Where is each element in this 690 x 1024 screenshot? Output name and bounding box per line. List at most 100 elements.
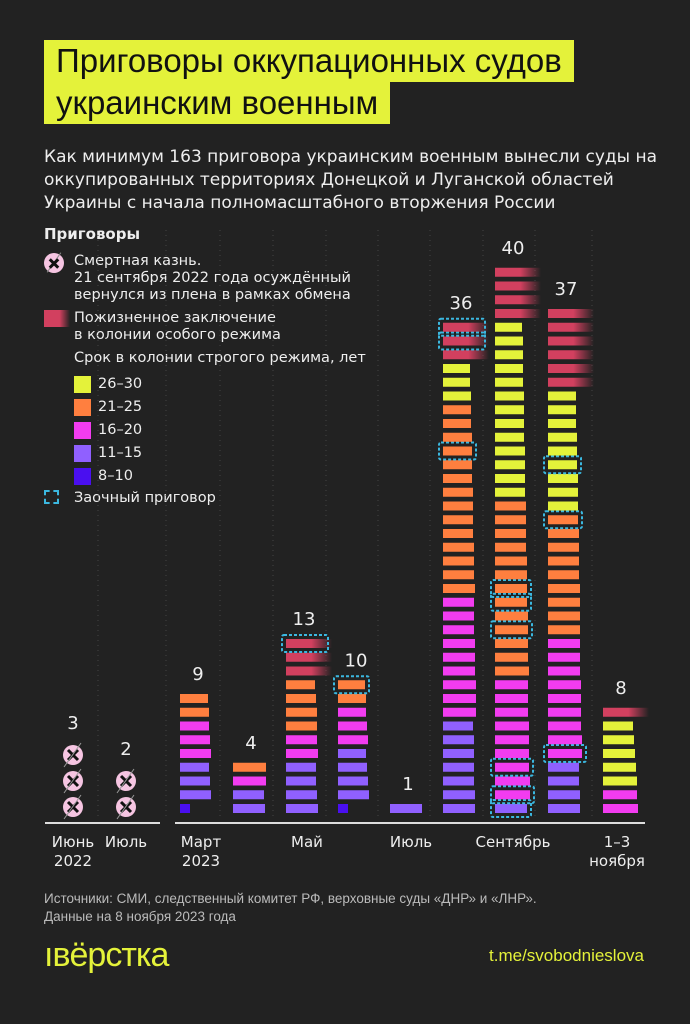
sentence-bar-o (548, 515, 578, 525)
legend-term-p: 16–20 (74, 421, 366, 439)
sentence-bar-p (495, 680, 528, 690)
sentence-bar-y (495, 432, 524, 442)
sentence-bar-y (443, 391, 471, 401)
absentia-marker (490, 757, 534, 777)
sentence-bar-l (548, 336, 594, 346)
sentence-bar-v (338, 762, 367, 772)
legend: Приговоры Смертная казнь. 21 сентября 20… (44, 226, 366, 515)
sources-text: Источники: СМИ, следственный комитет РФ,… (44, 891, 537, 906)
sentence-bar-p (286, 735, 317, 745)
death-penalty-icon (44, 252, 64, 273)
sentence-bar-p (180, 735, 210, 745)
sentence-bar-v (180, 790, 211, 800)
sentence-bar-o (338, 694, 366, 703)
sentence-bar-l (495, 295, 541, 305)
sentence-bar-p (233, 776, 266, 786)
sentence-bar-o (180, 694, 208, 703)
sentence-bar-o (495, 515, 526, 525)
sentence-bar-o (495, 584, 527, 593)
title-line-2: украинским военным (44, 82, 391, 124)
sentence-bar-o (286, 721, 317, 731)
sentence-bar-y (495, 405, 524, 415)
sentence-bar-p (548, 639, 580, 648)
term-swatch (74, 444, 91, 462)
sentence-bar-v (443, 804, 475, 813)
legend-term-scale: 26–30 21–25 16–20 11–15 8–10 (74, 375, 366, 485)
sentence-bar-v (338, 790, 369, 800)
x-axis-label: Май (291, 833, 323, 851)
sentence-bar-o (286, 707, 317, 717)
sentence-bar-p (548, 749, 582, 758)
legend-term-heading: Срок в колонии строгого режима, лет (74, 350, 366, 366)
sentence-bar-o (548, 570, 579, 580)
absentia-marker (490, 620, 533, 640)
sentence-bar-v (390, 804, 422, 813)
sentence-bar-l (443, 336, 489, 346)
page-title: Приговоры оккупационных судов украинским… (44, 40, 574, 124)
sentence-bar-v (443, 749, 474, 758)
sentence-bar-v (443, 776, 474, 786)
sentence-bar-o (443, 474, 472, 483)
death-strike (63, 794, 82, 820)
x-axis-label: Июнь 2022 (51, 833, 95, 870)
sentence-bar-y (603, 749, 635, 758)
sentence-bar-o (443, 556, 474, 566)
sentence-bar-l (548, 350, 594, 360)
absentia-marker (438, 441, 477, 461)
sentence-bar-y (495, 377, 523, 387)
sentence-bar-y (495, 474, 525, 483)
column-total: 4 (245, 733, 256, 754)
sentence-bar-v (338, 749, 366, 758)
sentence-bar-v (286, 804, 318, 813)
sentence-bar-y (443, 364, 470, 373)
sentence-bar-v (443, 721, 473, 731)
sentence-bar-y (603, 776, 637, 786)
x-axis-label: Июль (389, 833, 433, 851)
sentence-bar-p (443, 680, 476, 690)
sentence-bar-y (548, 446, 577, 456)
legend-absentia: Заочный приговор (44, 490, 366, 509)
legend-life: Пожизненное заключение в колонии особого… (44, 310, 366, 344)
sentence-bar-y (495, 460, 525, 470)
sentence-bar-p (443, 639, 475, 648)
sentence-bar-o (495, 611, 528, 621)
absentia-marker (281, 634, 329, 653)
sentence-bar-o (548, 611, 580, 621)
sentence-bar-l (548, 377, 594, 387)
title-line-1: Приговоры оккупационных судов (44, 40, 574, 82)
term-label: 21–25 (98, 398, 143, 415)
sentence-bar-l (548, 364, 594, 373)
sentence-bar-v (180, 762, 209, 772)
term-label: 16–20 (98, 421, 143, 438)
sentence-bar-o (443, 419, 471, 428)
absentia-swatch (44, 490, 59, 504)
sentence-bar-y (603, 762, 636, 772)
sentence-bar-p (443, 625, 474, 635)
absentia-marker (490, 579, 532, 598)
absentia-marker (438, 331, 486, 351)
sentence-bar-p (338, 735, 368, 745)
telegram-link[interactable]: t.me/svobodnieslova (489, 946, 644, 965)
sentence-bar-o (548, 584, 580, 593)
column-total: 1 (402, 774, 413, 795)
sentence-bar-p (443, 666, 475, 676)
sentence-bar-p (548, 735, 582, 745)
term-swatch (74, 467, 91, 485)
sentence-bar-o (548, 542, 579, 552)
sentence-bar-l (548, 322, 594, 332)
legend-death-label: Смертная казнь. 21 сентября 2022 года ос… (74, 253, 351, 303)
sentence-bar-o (548, 556, 579, 566)
sentence-bar-l (495, 267, 541, 277)
sentence-bar-o (338, 680, 365, 690)
sentence-bar-p (548, 694, 581, 703)
sentence-bar-p (443, 597, 474, 607)
sentence-bar-p (548, 652, 580, 662)
sentence-bar-o (443, 529, 473, 538)
sentence-bar-o (495, 652, 528, 662)
death-strike (116, 794, 135, 820)
sentence-bar-p (338, 707, 366, 717)
sentence-bar-o (443, 460, 472, 470)
absentia-marker (543, 744, 587, 763)
sentence-bar-y (548, 405, 576, 415)
